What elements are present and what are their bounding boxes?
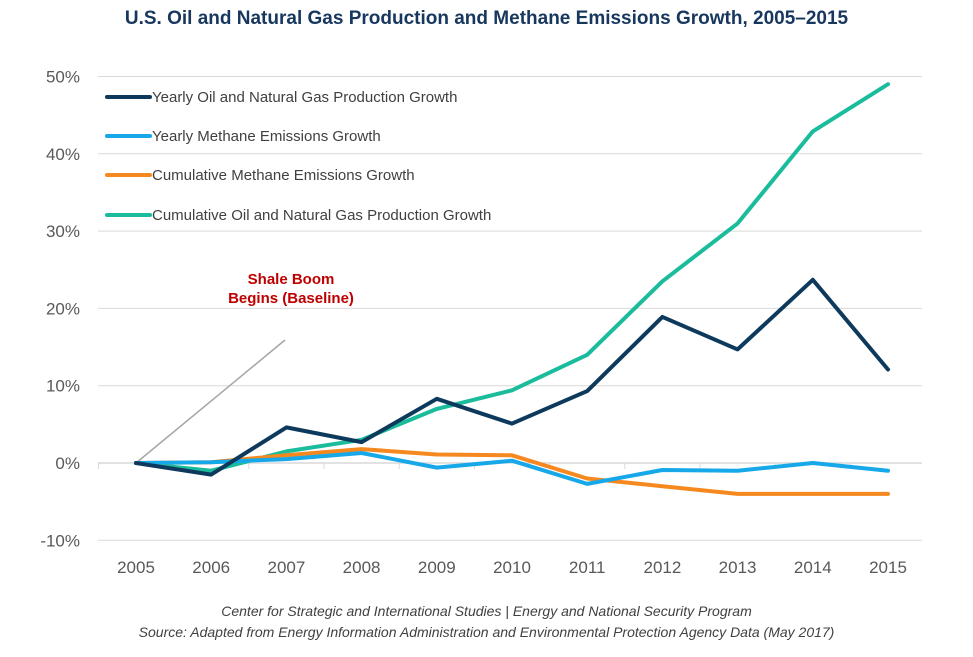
annotation-pointer: [135, 339, 286, 464]
series-line: [134, 277, 890, 477]
x-tick-label: 2011: [569, 558, 606, 577]
legend-label: Cumulative Methane Emissions Growth: [152, 167, 415, 184]
x-tick-label: 2014: [794, 558, 832, 577]
y-tick-label: -10%: [40, 531, 80, 550]
x-tick-label: 2009: [418, 558, 456, 577]
y-axis-ticks: -10% 0% 10% 20% 30% 40% 50%: [40, 68, 80, 551]
y-tick-label: 30%: [46, 222, 80, 241]
x-tick-label: 2008: [343, 558, 381, 577]
y-tick-label: 10%: [46, 377, 80, 396]
annotation-text: Shale Boom: [248, 271, 335, 288]
x-tick-label: 2015: [869, 558, 907, 577]
annotation: Shale Boom Begins (Baseline): [135, 271, 354, 464]
series-lines: [134, 82, 890, 496]
series-line: [134, 451, 890, 486]
x-tick-label: 2007: [267, 558, 305, 577]
x-axis-ticks: 2005 2006 2007 2008 2009 2010 2011 2012 2013 2014…: [97, 463, 907, 577]
x-tick-label: 2005: [117, 558, 155, 577]
y-tick-label: 50%: [46, 68, 80, 87]
legend-label: Yearly Methane Emissions Growth: [152, 128, 381, 145]
series-line: [134, 447, 890, 496]
x-tick-label: 2013: [719, 558, 757, 577]
x-tick-label: 2012: [643, 558, 681, 577]
chart-title: U.S. Oil and Natural Gas Production and …: [124, 8, 849, 29]
legend-label: Yearly Oil and Natural Gas Production Gr…: [152, 89, 457, 106]
legend-label: Cumulative Oil and Natural Gas Productio…: [152, 207, 491, 224]
x-tick-label: 2010: [493, 558, 531, 577]
x-tick-label: 2006: [192, 558, 230, 577]
y-tick-label: 0%: [55, 454, 80, 473]
annotation-text: Begins (Baseline): [228, 290, 354, 307]
y-tick-label: 40%: [46, 145, 80, 164]
source-note: Source: Adapted from Energy Information …: [138, 624, 835, 640]
source-credit: Center for Strategic and International S…: [221, 603, 752, 619]
y-tick-label: 20%: [46, 299, 80, 318]
legend: Yearly Oil and Natural Gas Production Gr…: [105, 89, 491, 224]
